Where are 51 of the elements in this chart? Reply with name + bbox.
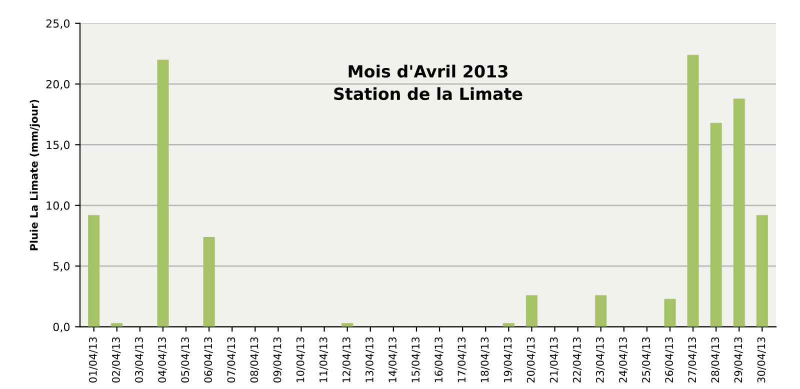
- x-tick-label: 14/04/13: [388, 337, 398, 382]
- x-tick-label: 19/04/13: [504, 337, 513, 382]
- x-tick-label: 18/04/13: [480, 337, 490, 382]
- bar: [756, 215, 768, 327]
- bar: [526, 295, 538, 327]
- x-tick-label: 23/04/13: [596, 337, 605, 383]
- x-tick-label: 30/04/13: [757, 337, 766, 382]
- x-tick-label: 05/04/13: [181, 337, 190, 383]
- bar: [595, 295, 607, 327]
- bar: [664, 298, 676, 327]
- y-tick-label: 0,0: [53, 322, 70, 332]
- x-tick-label: 28/04/13: [711, 337, 720, 383]
- bar: [687, 54, 699, 327]
- y-tick-label: 10,0: [46, 201, 70, 211]
- x-tick-label: 22/04/13: [572, 337, 582, 383]
- x-tick-label: 02/04/13: [112, 337, 121, 383]
- bar: [733, 98, 745, 327]
- x-tick-label: 26/04/13: [665, 337, 674, 383]
- y-tick-label: 20,0: [46, 80, 70, 90]
- bar: [342, 323, 354, 327]
- x-tick-label: 27/04/13: [688, 337, 697, 383]
- x-tick-label: 25/04/13: [642, 337, 651, 383]
- bar: [502, 323, 514, 327]
- x-tick-label: 16/04/13: [434, 337, 444, 382]
- x-tick-label: 15/04/13: [412, 337, 420, 382]
- x-tick-label: 08/04/13: [250, 337, 259, 383]
- x-tick-label: 20/04/13: [526, 337, 536, 383]
- x-tick-label: 21/04/13: [550, 337, 559, 383]
- x-tick-label: 12/04/13: [342, 337, 352, 382]
- bar: [203, 236, 215, 327]
- y-axis-title: Pluie La Limate (mm/jour): [30, 100, 40, 250]
- x-tick-label: 24/04/13: [619, 337, 628, 383]
- x-tick-label: 17/04/13: [458, 337, 466, 382]
- x-tick-label: 03/04/13: [135, 337, 144, 383]
- x-tick-label: 07/04/13: [227, 337, 236, 383]
- x-tick-label: 06/04/13: [204, 337, 213, 383]
- text: Mois d'Avril 2013 Station de la Limate: [334, 64, 522, 100]
- y-tick-label: 15,0: [46, 140, 70, 150]
- x-tick-label: 10/04/13: [296, 337, 306, 382]
- x-tick-label: 04/04/13: [158, 337, 167, 383]
- bar: [111, 323, 123, 327]
- x-tick-label: 09/04/13: [273, 337, 282, 383]
- x-tick-label: 13/04/13: [366, 337, 374, 382]
- y-tick-label: 5,0: [53, 262, 70, 272]
- x-tick-label: 11/04/13: [319, 337, 328, 382]
- bar: [88, 215, 100, 327]
- y-tick-label: 25,0: [46, 19, 70, 29]
- bar: [710, 122, 722, 327]
- bar: [157, 60, 169, 327]
- x-tick-label: 01/04/13: [88, 337, 98, 383]
- x-tick-label: 29/04/13: [734, 337, 743, 383]
